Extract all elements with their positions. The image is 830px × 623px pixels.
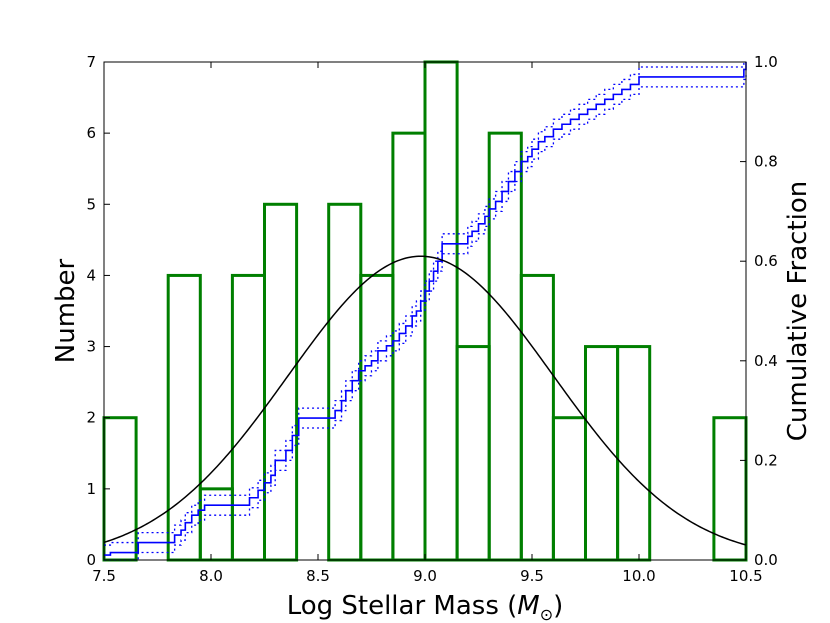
histogram-bar	[455, 345, 491, 562]
y-left-tick-label: 3	[86, 338, 96, 356]
axis-ticks: 7.5 8.0 8.5 9.0 9.5 10.0 10.5 0 1 2 3 4 5 6 7 0.0 0.2 0.4…	[86, 53, 777, 585]
x-tick-label: 10.0	[622, 567, 655, 585]
y-right-tick-label: 0.6	[754, 252, 778, 270]
x-axis-label: Log Stellar Mass (M⊙)	[287, 591, 564, 623]
y-left-tick-label: 7	[86, 53, 96, 71]
y-left-tick-label: 5	[86, 195, 96, 213]
y-left-tick-label: 6	[86, 124, 96, 142]
y-right-tick-label: 0.2	[754, 451, 778, 469]
y-right-tick-label: 0.0	[754, 551, 778, 569]
y-left-tick-label: 0	[86, 551, 96, 569]
histogram-bar	[166, 273, 202, 562]
x-tick-label: 8.5	[306, 567, 330, 585]
x-axis-label-text: Log Stellar Mass (	[287, 591, 518, 621]
cumulative-step-line	[104, 62, 747, 556]
x-tick-label: 10.5	[729, 567, 762, 585]
gaussian-fit-curve	[103, 255, 747, 546]
y-left-tick-label: 4	[86, 266, 96, 284]
y-axis-label-right: Cumulative Fraction	[783, 181, 813, 441]
x-tick-label: 8.0	[199, 567, 223, 585]
histogram-bar	[423, 60, 459, 562]
histogram-bar	[712, 416, 748, 562]
cumulative-lower-band	[104, 71, 747, 561]
x-tick-label: 9.5	[520, 567, 544, 585]
cumulative-upper-band	[104, 61, 746, 546]
histogram-bar	[230, 273, 266, 562]
y-axis-label-left: Number	[51, 258, 81, 363]
histogram-bar	[616, 345, 652, 562]
histogram-bar	[359, 273, 395, 562]
histogram-bar	[263, 202, 299, 562]
histogram-bar	[551, 416, 588, 562]
y-right-tick-label: 1.0	[754, 53, 778, 71]
x-axis-label-close: )	[553, 591, 563, 621]
histogram-bar	[327, 202, 363, 562]
x-axis-label-subscript: ⊙	[540, 605, 553, 623]
gaussian-curve	[103, 255, 747, 546]
x-axis-label-symbol: M	[517, 591, 539, 621]
histogram-bar	[487, 131, 523, 562]
cumulative-fraction-line	[104, 62, 747, 556]
y-right-tick-label: 0.8	[754, 153, 778, 171]
cumulative-confidence-bands	[104, 61, 747, 561]
x-tick-label: 9.0	[413, 567, 437, 585]
y-right-tick-label: 0.4	[754, 352, 778, 370]
histogram-bar	[391, 131, 427, 562]
y-left-tick-label: 1	[86, 480, 96, 498]
y-left-tick-label: 2	[86, 409, 96, 427]
x-tick-label: 7.5	[92, 567, 116, 585]
histogram-bar	[519, 273, 555, 562]
